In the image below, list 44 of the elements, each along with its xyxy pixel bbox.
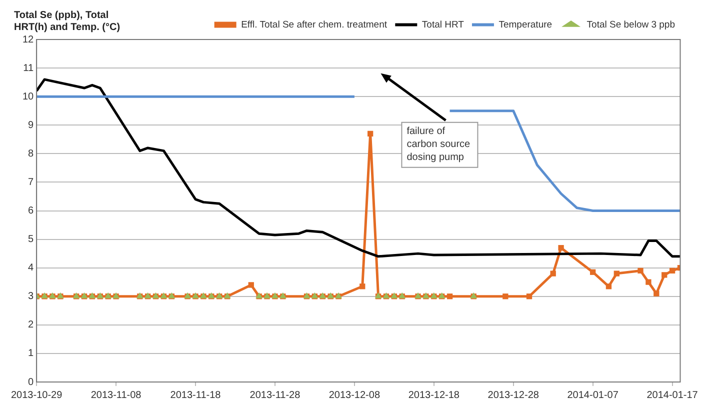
point <box>368 130 374 137</box>
point <box>638 268 644 274</box>
x-tick-label: 2014-01-17 <box>646 390 698 401</box>
x-tick-label: 2013-11-18 <box>170 390 222 401</box>
x-tick-label: 2013-11-28 <box>250 390 301 401</box>
y-tick-label: 7 <box>28 176 34 188</box>
y-tick-label: 10 <box>22 91 34 102</box>
y-axis-title: Total Se (ppb), Total HRT(h) and Temp. (°C) <box>14 10 122 34</box>
annotation: failure of carbon source dosing pump <box>406 126 471 164</box>
x-tick-label: 2013-12-18 <box>408 390 460 401</box>
point <box>590 269 596 275</box>
legend-label: Total Se below 3 ppb <box>586 19 676 30</box>
y-tick-label: 2 <box>28 320 34 331</box>
y-tick-label: 0 <box>28 376 34 388</box>
x-tick-label: 2013-11-08 <box>90 390 142 401</box>
point <box>654 290 660 296</box>
legend-label: Temperature <box>498 19 552 30</box>
point <box>360 284 366 290</box>
point <box>558 245 564 251</box>
y-tick-label: 4 <box>28 262 34 274</box>
point <box>526 294 532 300</box>
x-tick-label: 2013-12-08 <box>328 390 380 401</box>
y-tick-label: 8 <box>28 148 34 160</box>
point <box>446 294 453 300</box>
y-tick-label: 6 <box>28 206 34 216</box>
y-tick-label: 12 <box>22 34 34 46</box>
point <box>550 270 556 276</box>
y-tick-label: 3 <box>28 291 34 302</box>
x-tick-label: 2013-10-29 <box>11 390 63 401</box>
x-tick-label: 2013-12-28 <box>488 390 540 401</box>
y-tick-label: 11 <box>23 62 34 74</box>
point <box>606 284 612 290</box>
point <box>614 270 620 276</box>
legend-label: Effl. Total Se after chem. treatment <box>241 19 388 30</box>
point <box>502 294 508 300</box>
point <box>662 272 668 278</box>
point <box>669 268 676 274</box>
point <box>646 279 652 285</box>
point <box>248 282 254 288</box>
legend-label: Total HRT <box>422 19 464 30</box>
y-tick-label: 9 <box>28 120 34 131</box>
y-tick-label: 5 <box>28 234 34 246</box>
y-tick-label: 1 <box>28 348 34 360</box>
x-tick-label: 2014-01-07 <box>567 390 619 401</box>
